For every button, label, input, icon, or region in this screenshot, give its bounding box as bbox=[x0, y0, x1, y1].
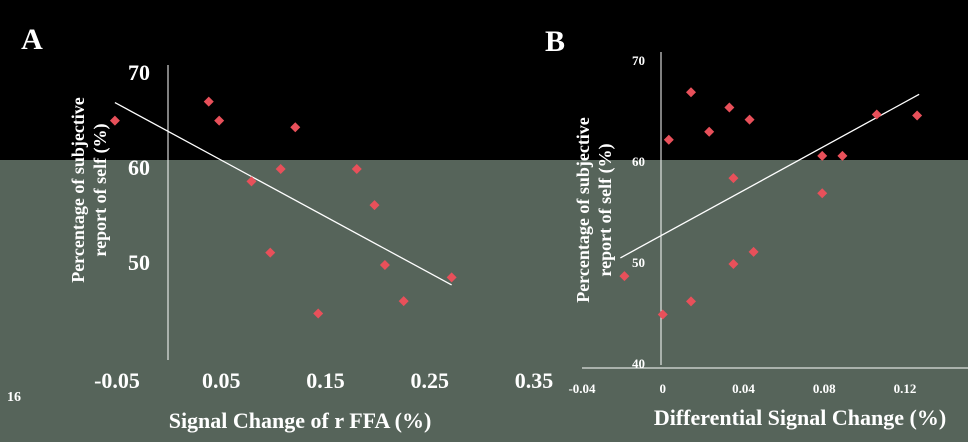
point bbox=[398, 296, 409, 307]
trend-line bbox=[114, 101, 452, 286]
point bbox=[619, 271, 630, 282]
point bbox=[748, 246, 759, 257]
point bbox=[290, 122, 301, 133]
point bbox=[817, 188, 828, 199]
point bbox=[912, 110, 923, 121]
y-axis-title: Percentage of subjective report of self (… bbox=[68, 97, 111, 283]
x-tick-label: 0.25 bbox=[411, 368, 450, 393]
point bbox=[369, 200, 380, 211]
y-tick-label: 50 bbox=[632, 255, 645, 270]
y-tick-label: 50 bbox=[128, 250, 150, 275]
point bbox=[203, 96, 214, 107]
point bbox=[728, 173, 739, 184]
panel-label: B bbox=[545, 25, 565, 58]
point bbox=[446, 272, 457, 283]
point bbox=[686, 87, 697, 98]
y-tick-label: 60 bbox=[632, 154, 645, 169]
point bbox=[109, 115, 120, 126]
point bbox=[265, 247, 276, 258]
point bbox=[379, 260, 390, 270]
x-tick-label: 0.08 bbox=[813, 381, 836, 396]
x-tick-label: 0.15 bbox=[306, 368, 345, 393]
lower-band bbox=[0, 160, 968, 442]
y-tick-label: 70 bbox=[632, 53, 645, 68]
x-tick-label: 0.04 bbox=[732, 381, 755, 396]
y-tick-label: 60 bbox=[128, 155, 150, 180]
point bbox=[351, 164, 362, 175]
x-tick-label: 0 bbox=[660, 381, 667, 396]
point bbox=[275, 164, 286, 175]
y-axis-title-line: report of self (%) bbox=[595, 143, 616, 276]
point bbox=[704, 126, 715, 137]
y-tick-label: 40 bbox=[632, 356, 645, 371]
annotation: 16 bbox=[7, 390, 21, 405]
point bbox=[837, 150, 848, 161]
x-tick-label: 0.35 bbox=[515, 368, 554, 393]
point bbox=[817, 150, 828, 161]
x-tick-label: 0.05 bbox=[202, 368, 241, 393]
point bbox=[313, 308, 324, 319]
y-tick-label: 70 bbox=[128, 60, 150, 85]
y-axis-title-line: report of self (%) bbox=[90, 123, 111, 256]
y-axis-title-line: Percentage of subjective bbox=[573, 117, 593, 303]
trend-line bbox=[620, 93, 920, 259]
x-axis-title: Signal Change of r FFA (%) bbox=[169, 408, 432, 433]
point bbox=[214, 115, 225, 126]
y-axis-title: Percentage of subjective report of self (… bbox=[573, 117, 616, 303]
point bbox=[686, 296, 697, 307]
x-tick-label: 0.12 bbox=[894, 381, 917, 396]
point bbox=[246, 176, 257, 187]
panel-label: A bbox=[21, 23, 43, 56]
point bbox=[724, 102, 735, 113]
x-tick-label: -0.05 bbox=[94, 368, 140, 393]
point bbox=[871, 109, 882, 120]
y-axis-title-line: Percentage of subjective bbox=[68, 97, 88, 283]
point bbox=[744, 114, 755, 125]
x-axis-title: Differential Signal Change (%) bbox=[654, 405, 946, 430]
point bbox=[657, 309, 668, 320]
point bbox=[663, 134, 674, 145]
x-tick-label: -0.04 bbox=[568, 381, 596, 396]
point bbox=[728, 259, 739, 269]
